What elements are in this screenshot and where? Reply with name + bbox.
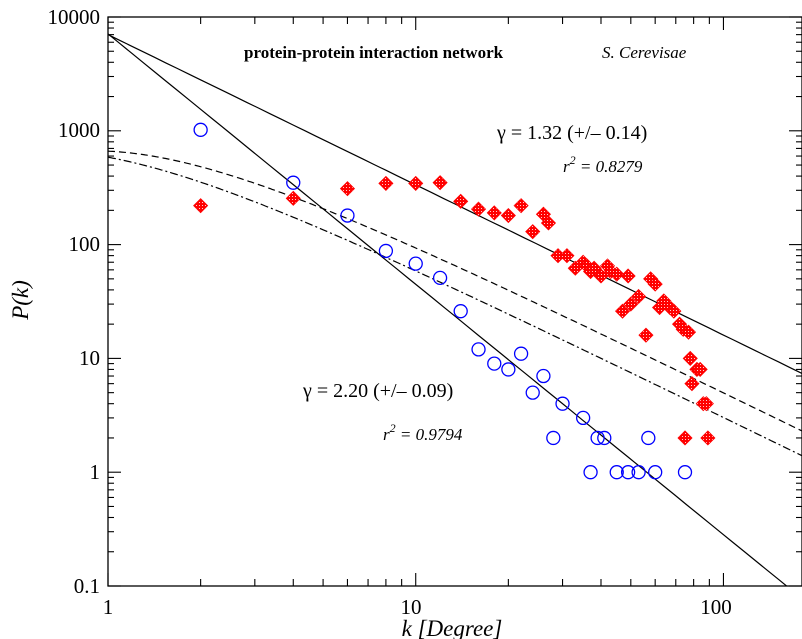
y-axis-label: P(k) — [8, 280, 33, 321]
red-diamond-point — [614, 303, 631, 319]
y-tick-labels: 0.1 1 10 100 1000 10000 — [48, 5, 101, 598]
red-diamond-point — [609, 266, 625, 282]
red-diamond-point — [408, 175, 424, 191]
blue-circle-point — [525, 385, 540, 400]
blue-circle-point — [286, 175, 301, 190]
r2-exponent-2: 2 — [390, 421, 396, 435]
x-tick-labels: 1 10 100 — [103, 595, 732, 619]
red-diamond-point — [470, 201, 487, 217]
red-diamond-point — [193, 198, 209, 214]
power-law-fit-line-1 — [108, 34, 802, 374]
red-diamond-point — [432, 175, 448, 191]
chart-subtitle: S. Cerevisae — [602, 43, 687, 62]
red-diamond-point — [453, 193, 469, 209]
blue-circle-point — [597, 430, 612, 446]
annotation-gamma-1: γ = 1.32 (+/– 0.14) r2 = 0.8279 — [496, 122, 647, 176]
blue-circle-point — [575, 410, 591, 426]
red-diamond-point — [500, 207, 516, 224]
red-diamond-point — [682, 350, 698, 366]
gamma-label-1: γ = 1.32 (+/– 0.14) — [496, 122, 647, 144]
fit-curves — [108, 33, 802, 586]
blue-circle-point — [555, 396, 570, 411]
r2-label-2: r2 = 0.9794 — [383, 421, 463, 444]
blue-circle-point — [471, 342, 486, 357]
red-diamond-point — [620, 268, 636, 284]
red-diamond-point — [647, 276, 663, 292]
power-law-fit-line-2 — [108, 33, 788, 586]
r2-value-1: = 0.8279 — [576, 157, 643, 176]
blue-circle-point — [501, 362, 516, 377]
blue-circle-point — [641, 430, 656, 446]
y-tick-label: 10 — [79, 346, 100, 370]
red-diamond-point — [700, 430, 716, 446]
red-diamond-point — [677, 430, 693, 446]
red-diamond-point — [285, 190, 301, 206]
r2-symbol-1: r — [563, 157, 570, 176]
dashdot-model-curve — [108, 156, 802, 457]
blue-circle-point — [513, 346, 529, 361]
red-diamond-point — [540, 215, 557, 231]
blue-circle-point — [378, 243, 394, 259]
blue-circle-point — [536, 368, 551, 384]
chart-title: protein-protein interaction network — [244, 43, 504, 62]
red-diamond-point — [339, 181, 356, 197]
x-axis-label: k [Degree] — [402, 616, 503, 639]
gamma-label-2: γ = 2.20 (+/– 0.09) — [302, 380, 453, 402]
blue-circle-point — [590, 430, 605, 446]
red-diamond-point — [513, 198, 529, 214]
x-tick-label: 10 — [401, 595, 422, 619]
r2-value-2: = 0.9794 — [396, 425, 463, 444]
blue-circle-point — [487, 356, 502, 371]
blue-circle-point — [583, 465, 598, 480]
r2-exponent-1: 2 — [570, 153, 576, 167]
red-diamond-point — [631, 288, 647, 305]
blue-circle-point — [408, 256, 423, 271]
blue-circle-point — [193, 122, 208, 137]
dashed-model-curve — [108, 150, 802, 432]
r2-symbol-2: r — [383, 425, 390, 444]
y-tick-label: 100 — [69, 232, 101, 256]
red-diamond-point — [486, 205, 502, 221]
red-diamond-point — [586, 260, 602, 276]
axis-ticks — [107, 16, 802, 587]
red-diamond-point — [666, 303, 682, 319]
y-tick-label: 0.1 — [74, 574, 100, 598]
red-diamond-point — [559, 248, 575, 264]
x-tick-label: 1 — [103, 595, 114, 619]
y-tick-label: 1 — [90, 460, 101, 484]
data-points — [193, 122, 716, 480]
blue-circle-point — [631, 465, 646, 480]
red-diamond-point — [684, 376, 700, 392]
r2-label-1: r2 = 0.8279 — [563, 153, 643, 176]
blue-circle-point — [620, 465, 636, 480]
red-diamond-point — [623, 296, 639, 312]
blue-circle-point — [648, 465, 663, 480]
red-diamond-point — [698, 396, 714, 412]
red-diamond-point — [525, 224, 541, 240]
blue-circle-point — [609, 465, 624, 480]
blue-circle-point — [432, 270, 448, 286]
y-tick-label: 10000 — [48, 5, 101, 29]
plot-frame — [107, 16, 802, 587]
annotation-gamma-2: γ = 2.20 (+/– 0.09) r2 = 0.9794 — [302, 380, 463, 444]
blue-circle-point — [453, 304, 468, 319]
red-diamond-point — [680, 324, 697, 340]
x-tick-label: 100 — [700, 595, 732, 619]
red-diamond-point — [692, 361, 708, 377]
blue-circle-point — [546, 430, 561, 446]
y-tick-label: 1000 — [58, 118, 100, 142]
red-diamond-point — [378, 175, 394, 191]
red-diamond-point — [638, 327, 654, 343]
blue-circle-point — [677, 465, 693, 480]
blue-circle-point — [340, 208, 355, 223]
